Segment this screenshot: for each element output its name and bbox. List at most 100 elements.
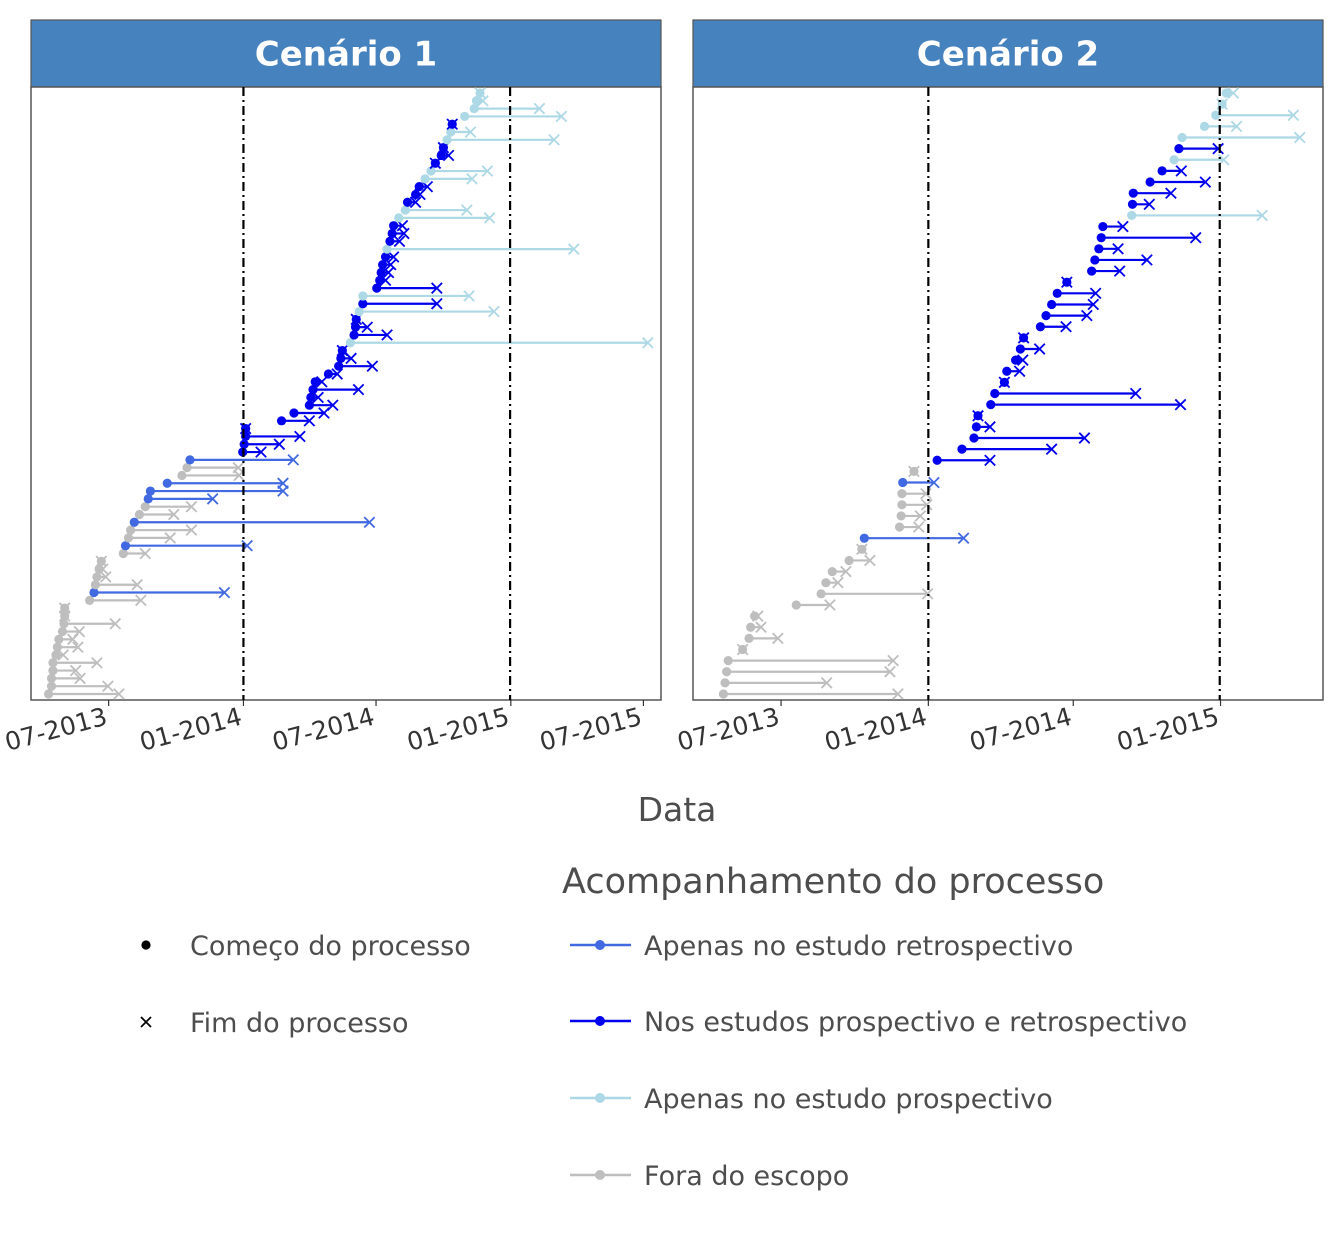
cross-stroke (69, 664, 82, 677)
process-end-cross (336, 344, 349, 357)
process-start-point (162, 478, 172, 488)
process-row (908, 465, 920, 478)
cross-stroke (892, 688, 904, 700)
process-end-cross (1016, 354, 1029, 366)
process-row (1211, 109, 1300, 122)
process-start-point (898, 477, 908, 488)
cross-stroke (277, 477, 289, 490)
cross-stroke (641, 336, 654, 349)
cross-stroke (463, 290, 475, 302)
process-start-point (1127, 210, 1137, 221)
process-end-cross (641, 336, 654, 349)
process-row (736, 643, 749, 656)
process-end-cross (1165, 187, 1177, 200)
process-start-point (414, 182, 424, 192)
cross-stroke (336, 344, 349, 357)
process-row (129, 516, 376, 529)
process-row (387, 227, 410, 240)
cross-stroke (185, 524, 198, 536)
process-row (85, 594, 147, 607)
cross-stroke (832, 576, 844, 589)
process-start-point (1174, 144, 1184, 154)
process-row (140, 500, 198, 513)
process-start-point (85, 595, 95, 605)
process-row (827, 565, 852, 578)
cross-stroke (1143, 198, 1156, 211)
process-row (239, 422, 252, 435)
cross-stroke (331, 368, 344, 380)
process-row (310, 375, 328, 388)
process-end-cross (488, 305, 500, 318)
cross-stroke (481, 165, 494, 177)
cross-stroke (206, 493, 219, 505)
process-end-cross (431, 282, 443, 294)
x-tick-label: 07-2013 (2, 702, 110, 757)
process-start-point (1169, 155, 1179, 165)
cross-stroke (381, 329, 393, 341)
process-start-point (59, 619, 69, 629)
process-start-point (1041, 310, 1051, 321)
process-end-cross (1230, 120, 1243, 133)
process-row (126, 524, 198, 536)
process-end-cross (331, 368, 344, 380)
process-row (54, 633, 79, 646)
cross-stroke (273, 438, 286, 451)
process-row (723, 654, 899, 667)
process-end-cross (892, 688, 904, 700)
process-row (402, 196, 422, 209)
panel-2: Cenário 2 07-2013 01-2014 07-2014 01-2015 (674, 19, 1324, 757)
process-start-point (385, 236, 395, 246)
legend-shape-label: Começo do processo (190, 931, 471, 962)
process-end-cross (1112, 242, 1124, 255)
cross-stroke (920, 498, 933, 511)
process-start-point (394, 213, 404, 223)
cross-stroke (928, 476, 940, 489)
process-end-cross (131, 578, 144, 591)
process-start-point (897, 489, 907, 499)
process-start-point (92, 572, 102, 582)
panel-strip (692, 19, 1324, 88)
process-end-cross (463, 290, 475, 302)
process-row (429, 157, 442, 170)
process-start-point (896, 511, 906, 521)
process-row (308, 383, 365, 396)
process-row (894, 521, 925, 533)
process-row (437, 141, 450, 154)
process-end-cross (752, 610, 764, 622)
cross-stroke (1033, 343, 1046, 355)
cross-stroke (567, 243, 580, 255)
process-end-cross (824, 599, 836, 611)
process-start-point (1199, 121, 1210, 131)
legend-cross-key (140, 1016, 152, 1028)
process-row (722, 665, 896, 678)
process-end-cross (139, 547, 152, 560)
process-start-point (358, 299, 368, 309)
process-start-point (746, 622, 756, 632)
process-end-cross (294, 430, 306, 443)
cross-stroke (1230, 120, 1243, 133)
process-row (162, 477, 289, 490)
process-row (350, 313, 363, 326)
process-end-cross (1129, 387, 1142, 400)
process-start-point (182, 463, 192, 473)
process-start-point (334, 361, 344, 371)
process-start-point (120, 541, 131, 551)
process-start-point (816, 589, 826, 599)
cross-stroke (555, 110, 568, 123)
cross-stroke (429, 157, 442, 170)
process-end-cross (69, 664, 82, 677)
process-row (856, 543, 868, 556)
process-start-point (46, 673, 57, 683)
process-row (1061, 276, 1073, 289)
process-row (1015, 343, 1046, 355)
process-row (446, 118, 459, 131)
process-end-cross (409, 196, 422, 209)
cross-stroke (1189, 231, 1202, 244)
cross-stroke (972, 409, 984, 422)
process-start-point (1011, 355, 1021, 365)
process-end-cross (920, 498, 933, 511)
process-row (1174, 142, 1224, 155)
process-row (358, 290, 475, 302)
panel-title: Cenário 1 (255, 35, 437, 75)
process-start-point (827, 566, 837, 577)
